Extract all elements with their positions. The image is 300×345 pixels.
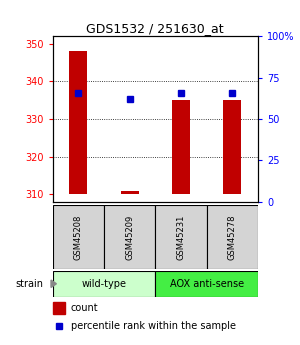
Bar <box>172 100 190 194</box>
Text: GSM45231: GSM45231 <box>176 215 185 260</box>
Text: AOX anti-sense: AOX anti-sense <box>169 279 244 289</box>
Text: GSM45278: GSM45278 <box>228 215 237 260</box>
Text: count: count <box>71 303 99 313</box>
Bar <box>155 205 207 269</box>
Bar <box>52 271 155 297</box>
Bar <box>223 100 241 194</box>
Text: GSM45208: GSM45208 <box>74 215 83 260</box>
Bar <box>52 205 104 269</box>
Text: strain: strain <box>16 279 44 289</box>
Bar <box>104 205 155 269</box>
Bar <box>69 51 87 194</box>
Text: wild-type: wild-type <box>81 279 126 289</box>
Title: GDS1532 / 251630_at: GDS1532 / 251630_at <box>86 22 224 35</box>
Bar <box>207 205 258 269</box>
Text: GSM45209: GSM45209 <box>125 215 134 260</box>
Bar <box>121 190 139 194</box>
Bar <box>52 302 65 314</box>
Bar <box>155 271 258 297</box>
Text: percentile rank within the sample: percentile rank within the sample <box>71 321 236 331</box>
